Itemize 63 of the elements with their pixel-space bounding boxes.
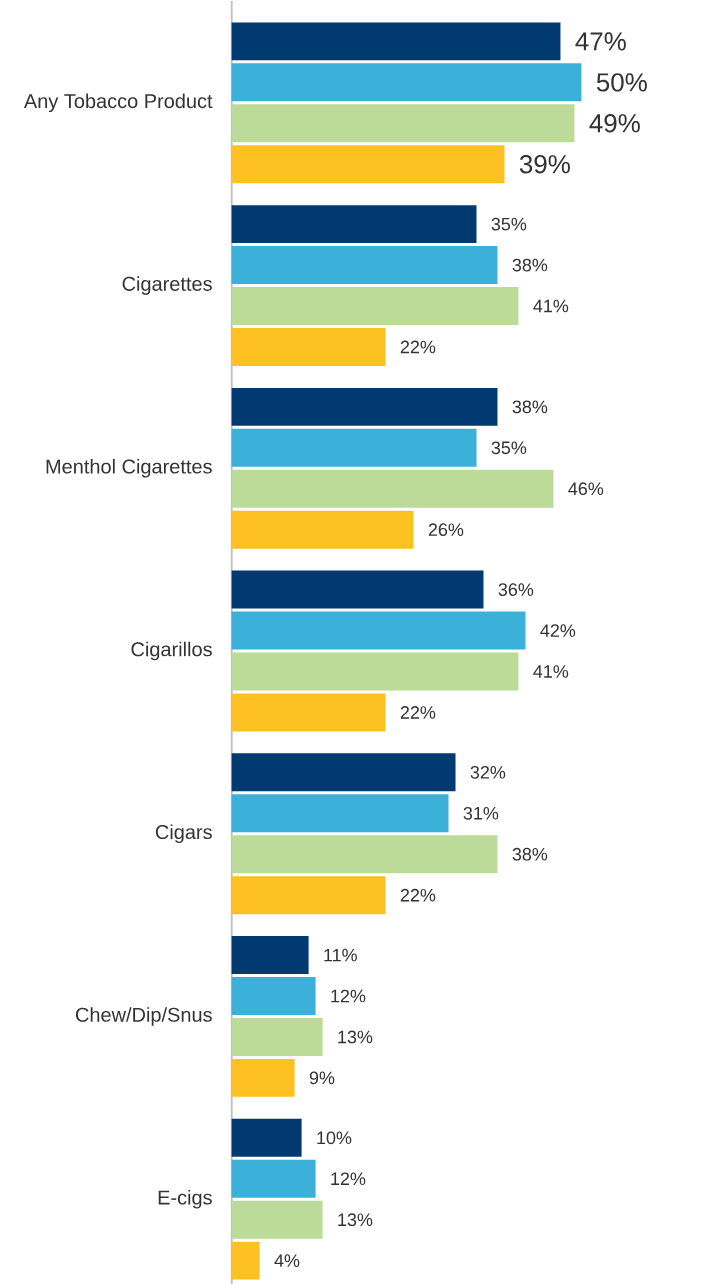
bar xyxy=(231,611,526,650)
bar xyxy=(231,977,316,1015)
data-label: 12% xyxy=(331,989,366,1003)
data-label: 36% xyxy=(498,583,534,596)
bar xyxy=(231,936,309,975)
data-label: 32% xyxy=(470,765,506,779)
bar xyxy=(231,1159,316,1198)
data-label: 31% xyxy=(463,806,499,820)
y-tick-label: Chew/Dip/Snus xyxy=(76,1007,212,1026)
bar xyxy=(231,246,498,285)
data-label: 13% xyxy=(338,1213,373,1227)
bar xyxy=(231,104,575,143)
data-label: 47% xyxy=(575,32,626,51)
bar xyxy=(231,1118,302,1157)
bar xyxy=(231,693,386,732)
data-label: 41% xyxy=(533,299,569,313)
data-label: 38% xyxy=(512,400,548,414)
data-label: 38% xyxy=(512,847,548,861)
bar xyxy=(231,327,386,366)
y-tick-label: Cigarettes xyxy=(122,276,212,295)
bar xyxy=(231,145,505,184)
data-label: 9% xyxy=(309,1071,335,1085)
data-label: 22% xyxy=(400,888,436,902)
data-label: 26% xyxy=(428,523,464,537)
bar xyxy=(231,205,477,244)
bar xyxy=(231,287,519,325)
bar xyxy=(231,876,386,915)
data-label: 13% xyxy=(338,1030,373,1044)
bar xyxy=(231,835,498,874)
data-label: 46% xyxy=(568,482,604,496)
bar xyxy=(231,652,519,691)
bar xyxy=(231,63,582,102)
y-tick-label: Any Tobacco Product xyxy=(23,93,213,113)
data-label: 12% xyxy=(331,1172,366,1186)
bar xyxy=(231,469,554,508)
y-tick-label: Cigars xyxy=(155,824,212,844)
data-label: 39% xyxy=(519,155,570,174)
bar xyxy=(231,1200,323,1239)
data-label: 38% xyxy=(512,258,548,272)
bar xyxy=(231,1017,323,1056)
bar xyxy=(231,428,477,467)
data-label: 41% xyxy=(533,665,569,678)
data-label: 4% xyxy=(274,1254,300,1267)
y-tick-label: E-cigs xyxy=(158,1189,212,1209)
data-label: 22% xyxy=(400,706,436,719)
data-label: 22% xyxy=(400,340,436,354)
bar xyxy=(231,510,414,549)
y-tick-label: Cigarillos xyxy=(131,641,212,661)
bar xyxy=(231,1058,295,1097)
bar xyxy=(231,1241,260,1280)
data-label: 11% xyxy=(324,948,358,962)
bar xyxy=(231,22,561,61)
bar xyxy=(231,570,484,609)
data-label: 42% xyxy=(540,624,576,637)
data-label: 35% xyxy=(491,441,527,455)
bar xyxy=(231,794,449,833)
bar xyxy=(231,753,456,792)
data-label: 35% xyxy=(491,217,527,231)
data-label: 10% xyxy=(317,1131,352,1145)
y-tick-label: Menthol Cigarettes xyxy=(46,458,212,478)
data-label: 49% xyxy=(589,114,640,133)
data-label: 50% xyxy=(596,73,647,92)
bar xyxy=(231,387,498,426)
